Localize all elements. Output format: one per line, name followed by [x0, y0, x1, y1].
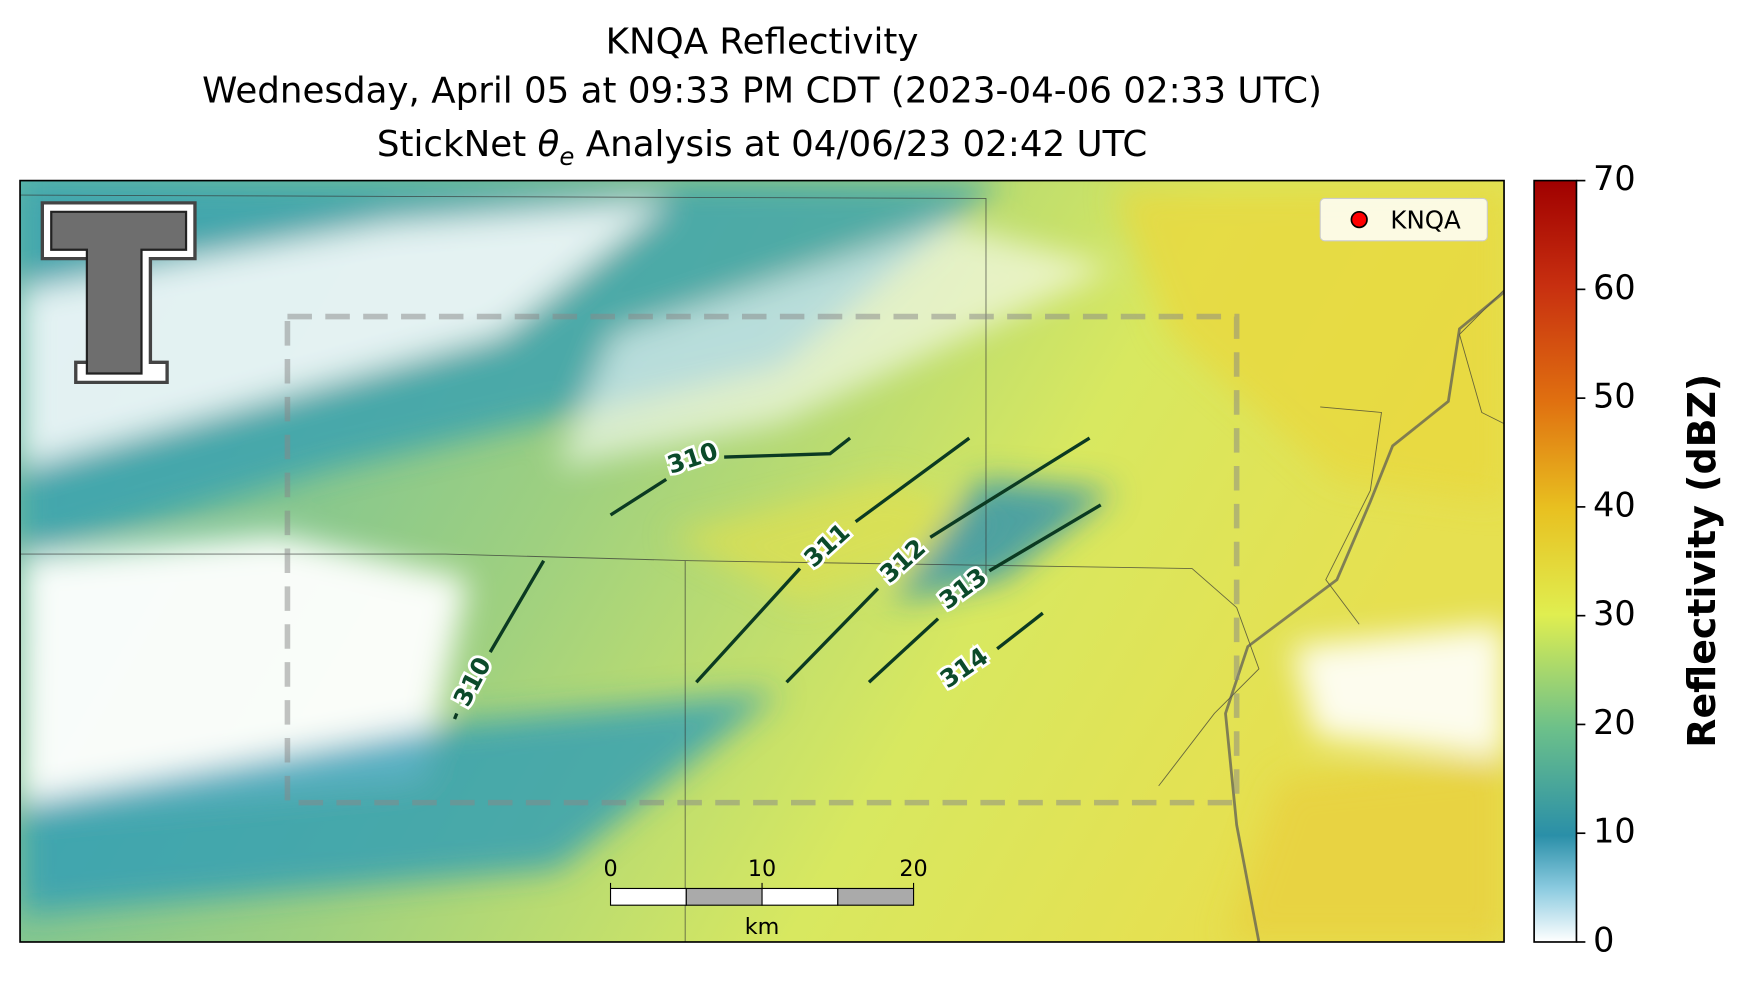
colorbar-tick-label: 40	[1593, 485, 1636, 524]
contour-line	[453, 559, 546, 720]
boundaries	[20, 194, 1505, 942]
contour-line	[867, 503, 1102, 684]
contour-line	[785, 436, 1091, 684]
legend-box	[1319, 197, 1488, 242]
scalebar-unit: km	[745, 914, 780, 940]
subtitle-symbol: θ	[538, 124, 560, 165]
legend-marker	[1350, 210, 1368, 229]
colorbar-tick-label: 30	[1593, 594, 1636, 633]
legend-label: KNQA	[1390, 206, 1461, 235]
colorbar-tick-label: 60	[1593, 268, 1636, 307]
colorbar-tick-label: 50	[1593, 377, 1636, 416]
scalebar-tick-label: 0	[603, 856, 617, 882]
subtitle-part: StickNet	[377, 124, 538, 165]
river	[1224, 290, 1505, 942]
colorbar-tick-label: 10	[1593, 812, 1636, 851]
scalebar-tick-label: 20	[899, 856, 927, 882]
colorbar-tick-label: 0	[1593, 920, 1614, 959]
subtitle-subscript: e	[559, 142, 574, 171]
scalebar: 0 10 20 km	[603, 856, 927, 940]
colorbar	[1533, 179, 1578, 943]
colorbar-tick-label: 20	[1593, 703, 1636, 742]
analysis-domain	[284, 313, 1240, 806]
subtitle-part: Analysis at 04/06/23 02:42 UTC	[574, 124, 1147, 165]
radar-echoes	[20, 180, 1505, 942]
contour-line	[695, 436, 971, 684]
contour-line	[609, 436, 852, 517]
legend: KNQA	[1319, 197, 1488, 242]
colorbar-tick-label: 70	[1593, 159, 1636, 198]
map-frame	[19, 179, 1505, 943]
logo	[40, 201, 197, 385]
colorbar-label: Reflectivity (dBZ)	[1680, 374, 1724, 748]
contour-line	[996, 611, 1044, 651]
subtitle: Wednesday, April 05 at 09:33 PM CDT (202…	[202, 71, 1322, 112]
scalebar-tick-label: 10	[748, 856, 776, 882]
title: KNQA Reflectivity	[606, 21, 919, 62]
subtitle: StickNet θe Analysis at 04/06/23 02:42 U…	[377, 124, 1147, 171]
